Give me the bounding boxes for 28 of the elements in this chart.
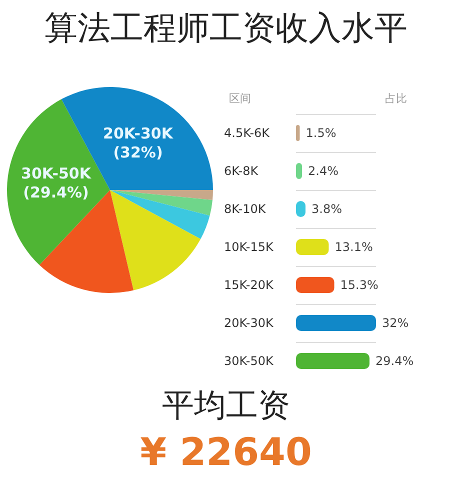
y-tick-label: 10K-15K [224, 240, 274, 254]
data-label: 13.1% [334, 240, 373, 254]
data-label: 32% [382, 316, 409, 330]
data-label: 3.8% [312, 202, 342, 216]
data-label: (29.4%) [23, 183, 89, 202]
bar [296, 277, 334, 293]
y-tick-label: 8K-10K [224, 202, 267, 216]
y-tick-label: 6K-8K [224, 164, 260, 178]
data-label: 15.3% [340, 278, 378, 292]
slice-label: 20K-30K [103, 124, 174, 143]
x-axis-title: 占比 [385, 92, 407, 105]
slice-label: 30K-50K [21, 164, 92, 182]
y-tick-label: 4.5K-6K [224, 126, 271, 140]
bar [296, 239, 329, 255]
bar [296, 315, 376, 331]
y-tick-label: 30K-50K [224, 354, 274, 368]
y-tick-label: 20K-30K [224, 316, 274, 330]
chart-title: 算法工程师工资收入水平 [44, 8, 408, 47]
data-label: (32%) [113, 144, 163, 162]
data-label: 29.4% [376, 354, 414, 368]
data-label: 2.4% [308, 164, 338, 178]
text: 平均工资 [161, 385, 291, 426]
y-tick-label: 15K-20K [224, 278, 274, 292]
bar [296, 125, 300, 141]
text: ¥ 22640 [139, 430, 313, 474]
data-label: 1.5% [306, 126, 336, 140]
y-axis-title: 区间 [229, 92, 251, 105]
bar [296, 353, 370, 369]
